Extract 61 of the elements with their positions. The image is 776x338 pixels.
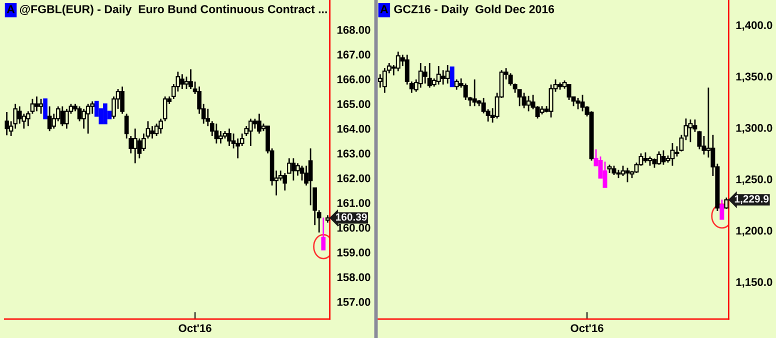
candlestick <box>34 96 39 112</box>
candlestick <box>180 74 184 90</box>
y-tick-label: 1,350.0 <box>736 72 772 82</box>
candlestick <box>150 125 154 140</box>
candlestick <box>86 103 90 134</box>
y-tick-label: 159.00 <box>337 248 370 256</box>
y-tick-label: 165.00 <box>337 100 370 108</box>
candlestick <box>4 111 9 136</box>
candlestick <box>38 98 44 114</box>
x-tick-label: Oct'16 <box>178 324 212 332</box>
y-tick-label: 1,250.0 <box>736 175 772 185</box>
candlestick <box>252 118 258 130</box>
y-tick-label: 167.00 <box>337 50 370 59</box>
candlestick <box>188 68 193 90</box>
candlestick <box>720 198 724 220</box>
candlestick <box>257 113 262 134</box>
y-tick-label: 157.00 <box>337 298 370 306</box>
y-tick-label: 161.00 <box>337 199 370 207</box>
y-tick-label: 158.00 <box>337 273 370 282</box>
candlestick <box>103 103 108 124</box>
text: 1,229.9 <box>734 195 769 204</box>
y-tick-label: 163.00 <box>337 150 370 158</box>
y-tick-label: 168.00 <box>337 26 370 34</box>
candlestick <box>218 130 223 144</box>
candlestick <box>612 165 616 176</box>
candlestick <box>82 108 86 130</box>
y-tick-label: 1,150.0 <box>736 278 772 288</box>
candlestick <box>132 128 138 164</box>
candlestick <box>296 162 300 176</box>
y-tick-label: 160.00 <box>337 224 370 232</box>
candlestick <box>154 122 159 137</box>
chart-title: GCZ16 - Daily Gold Dec 2016 <box>394 4 554 16</box>
candlestick <box>60 106 65 127</box>
x-tick-label: Oct'16 <box>570 324 604 332</box>
candlestick <box>602 160 608 188</box>
y-tick-label: 162.00 <box>337 174 370 182</box>
text: 160.39 <box>336 213 367 221</box>
candlestick <box>227 128 232 147</box>
candlestick <box>620 165 626 177</box>
candlestick <box>17 106 22 124</box>
candlestick <box>214 122 219 144</box>
annotation: A <box>380 5 388 14</box>
y-tick-label: 1,200.0 <box>736 226 772 236</box>
candlestick <box>47 106 52 132</box>
candlestick <box>445 64 450 84</box>
candlestick <box>184 76 189 90</box>
y-tick-label: 164.00 <box>337 124 370 133</box>
candlestick <box>300 165 304 182</box>
candlestick <box>120 86 124 114</box>
chart-title: @FGBL(EUR) - Daily Euro Bund Continuous Contract ... <box>20 4 327 16</box>
candlestick <box>321 216 326 251</box>
candlestick <box>43 98 48 120</box>
candlestick <box>724 196 729 210</box>
annotation: A <box>6 5 15 14</box>
candlestick <box>291 158 296 182</box>
candlestick <box>248 118 253 147</box>
candlestick <box>64 108 69 130</box>
y-tick-label: 1,400.0 <box>736 21 772 31</box>
candlestick <box>450 66 454 88</box>
y-tick-label: 166.00 <box>337 75 370 84</box>
y-tick-label: 1,300.0 <box>736 124 772 134</box>
